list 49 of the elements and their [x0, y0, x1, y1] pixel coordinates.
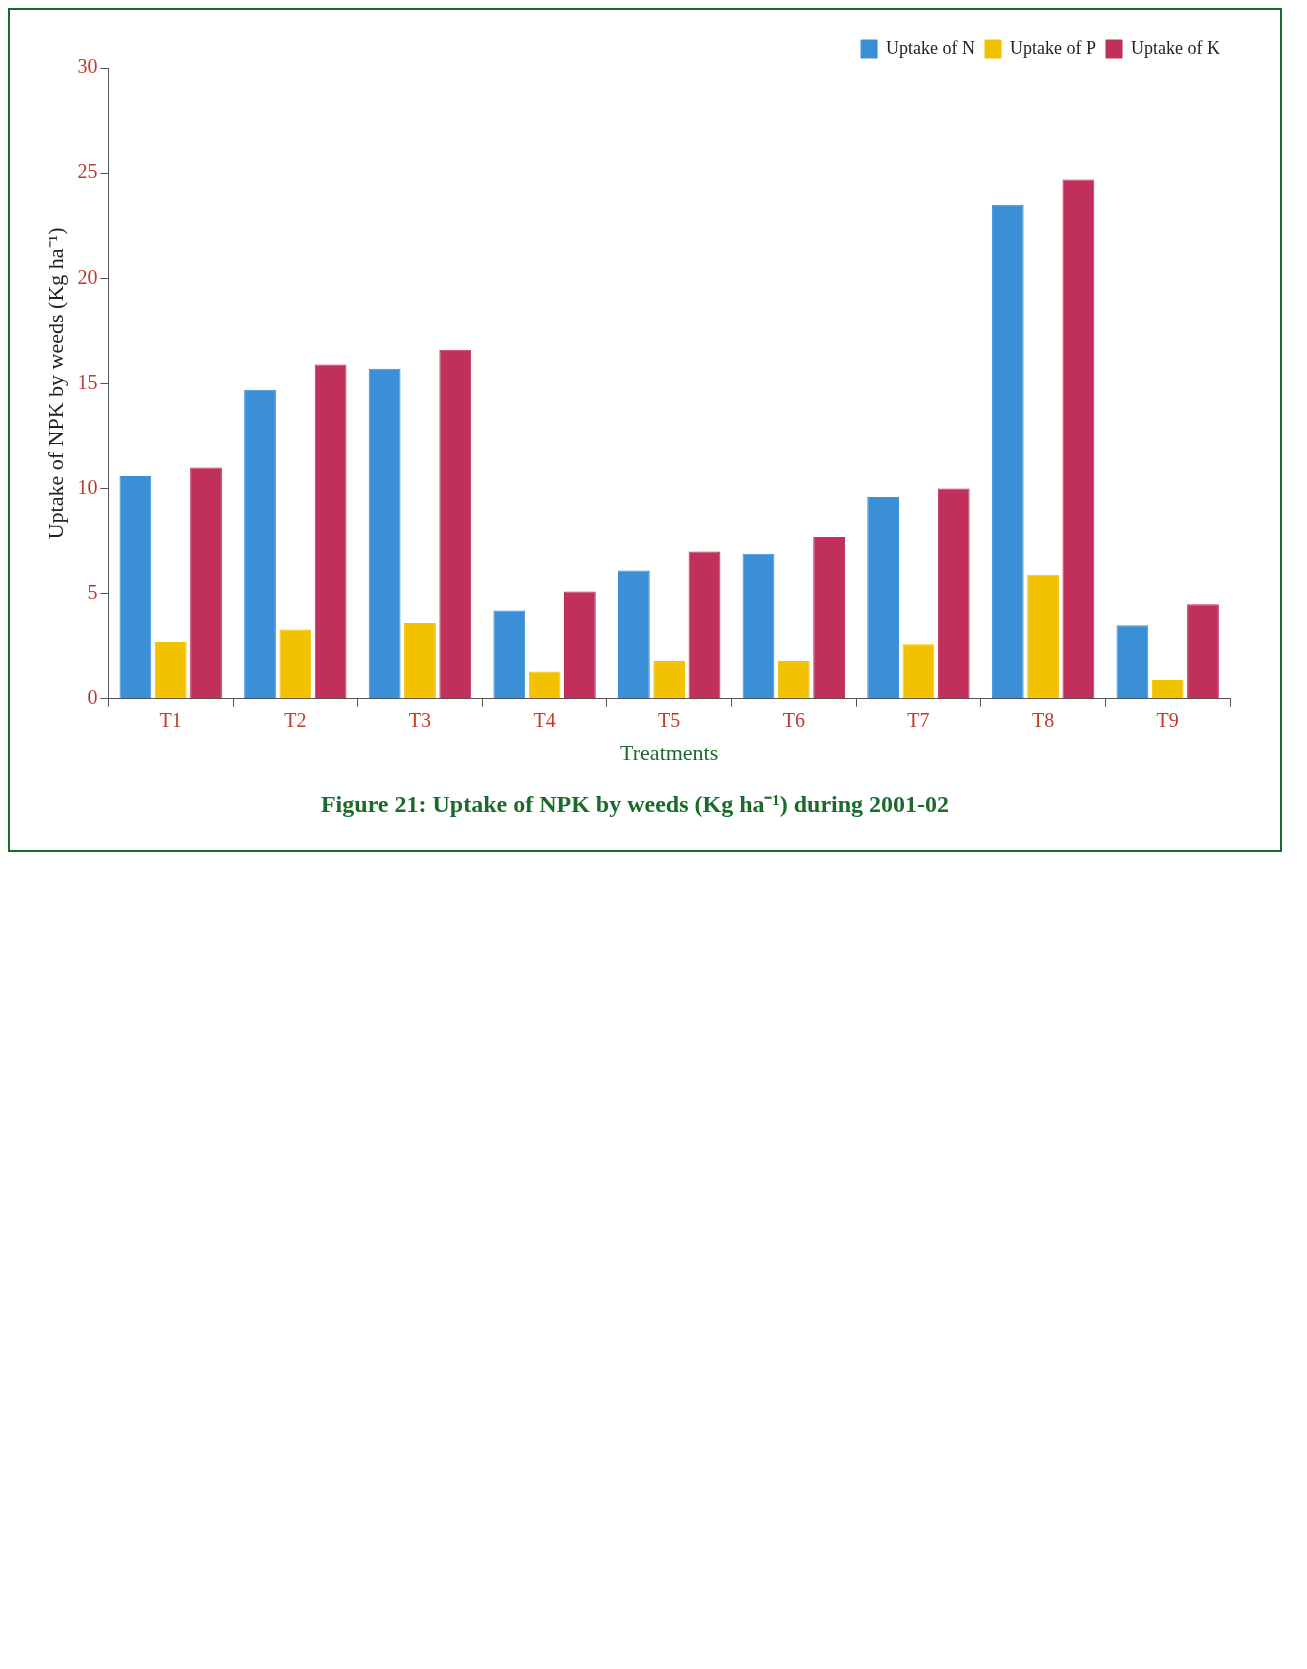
bar — [1062, 179, 1095, 699]
bar — [742, 553, 775, 699]
bar — [119, 475, 152, 699]
x-tick-label: T5 — [658, 709, 681, 732]
bar — [528, 671, 561, 699]
bar — [154, 642, 187, 699]
legend-label: Uptake of P — [1010, 37, 1097, 58]
x-tick-label: T6 — [782, 709, 805, 732]
bar — [404, 623, 436, 699]
x-tick-label: T2 — [284, 709, 307, 732]
bar — [1027, 574, 1059, 699]
x-axis-title: Treatments — [620, 739, 719, 765]
bar — [493, 610, 526, 699]
y-axis-title: Uptake of NPK by weeds (Kg ha⁻¹) — [42, 227, 68, 540]
bar — [368, 368, 401, 699]
bar — [902, 644, 935, 699]
legend-label: Uptake of N — [886, 37, 976, 58]
bar — [1116, 625, 1149, 699]
y-tick-label: 25 — [77, 160, 98, 183]
y-tick-label: 15 — [77, 370, 98, 393]
bar — [564, 591, 596, 699]
bar — [244, 389, 276, 699]
y-tick-label: 0 — [87, 686, 98, 709]
x-tick-label: T9 — [1156, 709, 1179, 732]
bar — [653, 660, 686, 699]
x-tick-label: T7 — [907, 709, 930, 732]
bar — [439, 349, 472, 699]
y-tick-label: 10 — [77, 475, 98, 498]
legend-label: Uptake of K — [1131, 37, 1221, 58]
bar — [813, 536, 846, 699]
y-tick-label: 30 — [77, 55, 98, 78]
bar — [991, 204, 1024, 699]
bar — [867, 496, 900, 699]
y-tick-label: 5 — [87, 580, 98, 603]
x-tick-label: T4 — [533, 709, 556, 732]
x-tick-label: T3 — [408, 709, 432, 732]
x-tick-label: T1 — [159, 709, 182, 732]
x-tick-label: T8 — [1031, 709, 1055, 732]
bar — [937, 488, 970, 699]
bar — [618, 570, 650, 699]
bar — [1187, 604, 1219, 699]
bar — [190, 467, 222, 699]
y-tick-label: 20 — [77, 265, 98, 288]
text: Figure 21: Uptake of NPK by weeds (Kg ha⁻¹) during 2001-02 — [320, 790, 950, 817]
bar — [1151, 679, 1184, 699]
bar — [777, 660, 810, 699]
bar — [279, 629, 312, 699]
bar — [688, 551, 721, 699]
bar — [314, 364, 347, 699]
